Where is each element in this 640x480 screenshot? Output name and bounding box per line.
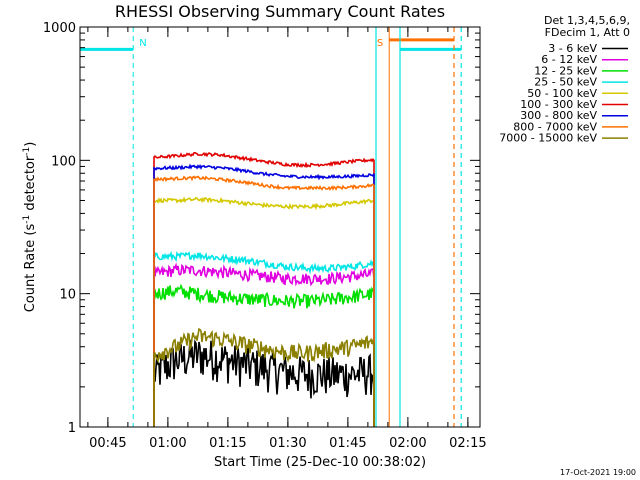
legend-label-25-50-kev: 25 - 50 keV: [534, 76, 597, 89]
series-line-7000-15000-kev: [153, 327, 375, 427]
y-tick-label: 1000: [43, 21, 76, 36]
series-line-100-300-kev: [153, 152, 375, 427]
y-axis-label: Count Rate (s-1 detector-1): [22, 142, 38, 313]
marker-label-s: S: [377, 38, 383, 49]
series-line-50-100-kev: [153, 196, 375, 427]
legend-header: FDecim 1, Att 0: [545, 26, 630, 39]
legend-label-50-100-kev: 50 - 100 keV: [527, 87, 597, 100]
x-axis-label: Start Time (25-Dec-10 00:38:02): [214, 455, 426, 470]
legend-label-3-6-kev: 3 - 6 keV: [548, 42, 597, 55]
series-line-800-7000-kev: [153, 175, 375, 427]
series-line-300-800-kev: [153, 163, 375, 427]
legend-label-12-25-kev: 12 - 25 keV: [534, 64, 597, 77]
x-tick-label: 01:00: [149, 436, 186, 451]
x-tick-label: 00:45: [89, 436, 126, 451]
legend-label-7000-15000-kev: 7000 - 15000 keV: [499, 132, 597, 145]
plot-frame: [79, 26, 481, 428]
y-tick-label: 100: [51, 154, 76, 169]
series-line-6-12-kev: [153, 262, 375, 427]
y-tick-label: 1: [68, 421, 76, 436]
legend-label-100-300-kev: 100 - 300 keV: [520, 98, 597, 111]
timestamp-label: 17-Oct-2021 19:00: [560, 468, 636, 477]
legend-header: Det 1,3,4,5,6,9,: [544, 14, 630, 27]
legend-label-300-800-kev: 300 - 800 keV: [520, 109, 597, 122]
x-tick-label: 01:30: [269, 436, 306, 451]
marker-label-n: N: [139, 38, 146, 49]
series-line-12-25-kev: [153, 283, 375, 427]
y-tick-label: 10: [59, 288, 76, 303]
legend-label-800-7000-kev: 800 - 7000 keV: [513, 120, 597, 133]
x-tick-label: 01:15: [209, 436, 246, 451]
x-tick-label: 01:45: [329, 436, 366, 451]
x-tick-label: 02:15: [449, 436, 486, 451]
legend-label-6-12-kev: 6 - 12 keV: [541, 53, 597, 66]
chart-title: RHESSI Observing Summary Count Rates: [115, 2, 445, 21]
x-tick-label: 02:00: [389, 436, 426, 451]
series-line-25-50-kev: [153, 250, 375, 427]
